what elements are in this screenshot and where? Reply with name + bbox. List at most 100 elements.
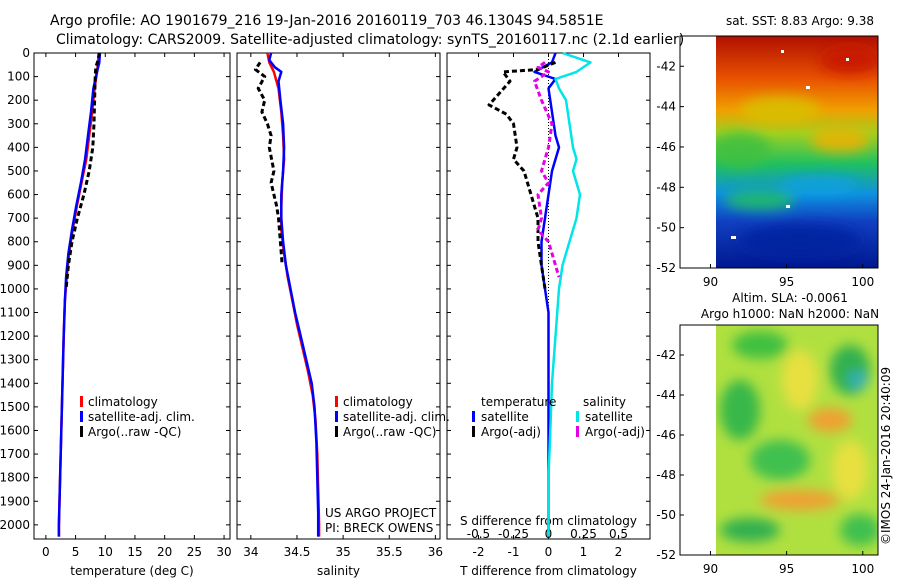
- series-line-salinity-argo-adj-: [533, 61, 561, 278]
- x-tick-label: 36: [428, 545, 443, 559]
- x-tick-label-secondary: -0.25: [498, 527, 529, 541]
- x-tick-label: -2: [473, 545, 485, 559]
- y-tick-label: 300: [7, 117, 30, 131]
- y-tick-label: 100: [7, 70, 30, 84]
- map-x-tick-label: 90: [703, 562, 718, 576]
- y-tick-label: 400: [7, 140, 30, 154]
- map-x-tick-label: 100: [851, 562, 874, 576]
- map-x-tick-label: 100: [851, 275, 874, 289]
- y-tick-label: 900: [7, 258, 30, 272]
- plot-frame: [33, 52, 231, 540]
- x-tick-label: 35: [335, 545, 350, 559]
- x-tick-label: -1: [508, 545, 520, 559]
- legend-swatch: [80, 426, 83, 437]
- salinity-panel: 34 34.5 35 35.5 36 salinity climatologysatelli…: [236, 52, 450, 578]
- x-tick-label: 30: [216, 545, 231, 559]
- legend-label: satellite: [585, 410, 633, 424]
- series-line-satellite-adj-clim-: [268, 52, 320, 537]
- map-y-tick-label: -42: [656, 348, 676, 362]
- y-tick-label: 500: [7, 164, 30, 178]
- x-tick-label: 20: [157, 545, 172, 559]
- series-line-temperature-satellite: [533, 52, 561, 537]
- x-axis-label: temperature (deg C): [70, 564, 193, 578]
- map-y-tick-label: -52: [656, 548, 676, 562]
- x-tick-label-secondary: -0.5: [467, 527, 490, 541]
- map-y-tick-label: -46: [656, 140, 676, 154]
- map-y-tick-label: -44: [656, 100, 676, 114]
- y-tick-label: 1100: [0, 306, 30, 320]
- map-x-tick-label: 95: [779, 562, 794, 576]
- legend-swatch: [576, 411, 579, 422]
- map-y-tick-label: -48: [656, 468, 676, 482]
- legend-label: climatology: [343, 395, 413, 409]
- legend-swatch: [335, 396, 338, 407]
- y-tick-label: 1500: [0, 400, 30, 414]
- y-tick-label: 700: [7, 211, 30, 225]
- y-tick-label: 0: [22, 46, 30, 60]
- map-y-tick-label: -52: [656, 261, 676, 275]
- series-line-salinity-satellite: [547, 51, 592, 537]
- legend-title-temperature: temperature: [481, 395, 556, 409]
- y-tick-label: 600: [7, 188, 30, 202]
- legend-swatch: [472, 411, 475, 422]
- x-axis-label: T difference from climatology: [459, 564, 637, 578]
- legend-label: Argo(-adj): [481, 425, 541, 439]
- legend-label: climatology: [88, 395, 158, 409]
- legend-swatch: [335, 411, 338, 422]
- map-x-tick-label: 90: [703, 275, 718, 289]
- x-tick-label: 0: [545, 545, 553, 559]
- x-tick-label: 34.5: [284, 545, 311, 559]
- legend-swatch: [335, 426, 338, 437]
- y-tick-label: 1300: [0, 353, 30, 367]
- sst-map-title: sat. SST: 8.83 Argo: 9.38: [726, 14, 874, 28]
- x-tick-label: 1: [580, 545, 588, 559]
- legend-swatch: [472, 426, 475, 437]
- y-tick-label: 1600: [0, 423, 30, 437]
- map-x-tick-label: 95: [779, 275, 794, 289]
- y-tick-label: 200: [7, 93, 30, 107]
- profile-title: Argo profile: AO 1901679_216 19-Jan-2016…: [50, 13, 603, 29]
- legend-label: Argo(..raw -QC): [88, 425, 181, 439]
- x-axis-label: salinity: [317, 564, 360, 578]
- sst-map: sat. SST: 8.83 Argo: 9.38 90 95 100 -42 -44 -…: [656, 14, 879, 289]
- legend-swatch: [576, 426, 579, 437]
- series-line-climatology: [266, 52, 321, 537]
- sst-heatmap: [716, 36, 878, 268]
- y-tick-label: 1900: [0, 494, 30, 508]
- map-y-tick-label: -50: [656, 508, 676, 522]
- x-tick-label: 34: [243, 545, 258, 559]
- x-tick-label: 15: [127, 545, 142, 559]
- y-tick-label: 2000: [0, 518, 30, 532]
- temperature-panel: 0100200300400500600700800900100011001200…: [0, 46, 232, 578]
- y-tick-label: 1700: [0, 447, 30, 461]
- y-tick-label: 1400: [0, 376, 30, 390]
- plot-frame: [236, 52, 441, 540]
- map-y-tick-label: -42: [656, 59, 676, 73]
- sla-heatmap: [716, 325, 878, 555]
- legend-label: satellite-adj. clim.: [343, 410, 450, 424]
- map-y-tick-label: -50: [656, 221, 676, 235]
- map-y-tick-label: -48: [656, 180, 676, 194]
- climatology-subtitle: Climatology: CARS2009. Satellite-adjuste…: [56, 32, 684, 48]
- x-tick-label: 35.5: [376, 545, 403, 559]
- x-tick-label: 2: [615, 545, 623, 559]
- legend-label: satellite: [481, 410, 529, 424]
- legend-label: Argo(-adj): [585, 425, 645, 439]
- x-tick-label: 5: [72, 545, 80, 559]
- sla-map-subtitle: Argo h1000: NaN h2000: NaN: [701, 307, 879, 321]
- map-y-tick-label: -46: [656, 428, 676, 442]
- imos-credit: ©IMOS 24-Jan-2016 20:40:09: [879, 367, 893, 545]
- legend-label: Argo(..raw -QC): [343, 425, 436, 439]
- x-tick-label-secondary: 0.25: [570, 527, 597, 541]
- y-tick-label: 1200: [0, 329, 30, 343]
- x-tick-label-secondary: 0.5: [609, 527, 628, 541]
- y-tick-label: 1000: [0, 282, 30, 296]
- legend-label: satellite-adj. clim.: [88, 410, 195, 424]
- pi-credit: PI: BRECK OWENS: [325, 521, 433, 535]
- sla-map-title: Altim. SLA: -0.0061: [732, 291, 848, 305]
- sla-map: Altim. SLA: -0.0061 Argo h1000: NaN h200…: [656, 291, 879, 576]
- series-line-argo-raw-qc-: [254, 61, 284, 266]
- project-credit: US ARGO PROJECT: [325, 506, 437, 520]
